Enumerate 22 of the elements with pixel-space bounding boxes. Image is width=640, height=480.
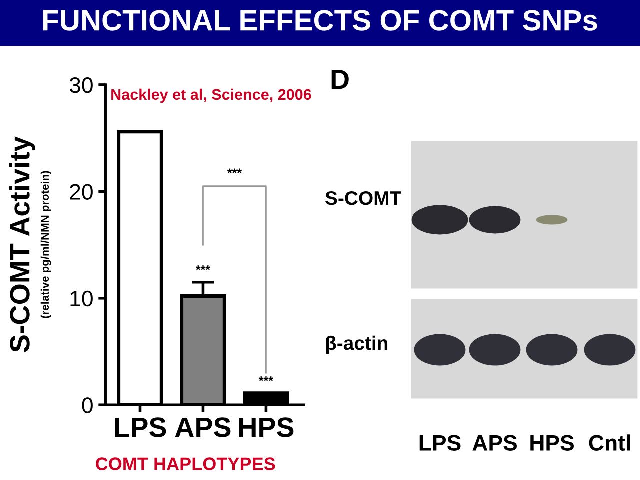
text: HPS	[530, 435, 574, 451]
x-tick-label: LPS	[115, 418, 166, 438]
y-tick-label: 20	[70, 184, 93, 200]
annotation: ***	[258, 376, 274, 382]
text: LPS	[420, 435, 461, 451]
y-tick-label: 10	[70, 290, 93, 307]
y-tick-label: 30	[70, 77, 93, 94]
x-tick-label: APS	[175, 418, 231, 438]
text: (relative pg/ml/NMN protein)	[40, 171, 52, 318]
annotation: ***	[196, 266, 211, 270]
text: β-actin	[326, 336, 388, 354]
chart-title: FUNCTIONAL EFFECTS OF COMT SNPs	[44, 10, 598, 31]
text: APS	[472, 435, 517, 451]
y-axis-title: S-COMT Activity	[9, 136, 36, 352]
annotation: ***	[227, 168, 242, 174]
x-axis-title: COMT HAPLOTYPES	[96, 458, 276, 470]
annotation: Nackley et al, Science, 2006	[112, 88, 312, 104]
text: S-COMT	[326, 191, 402, 206]
text: Cntl	[589, 434, 630, 451]
y-tick-label: 0	[82, 398, 93, 414]
text: D	[332, 70, 349, 90]
x-tick-label: HPS	[240, 418, 294, 438]
